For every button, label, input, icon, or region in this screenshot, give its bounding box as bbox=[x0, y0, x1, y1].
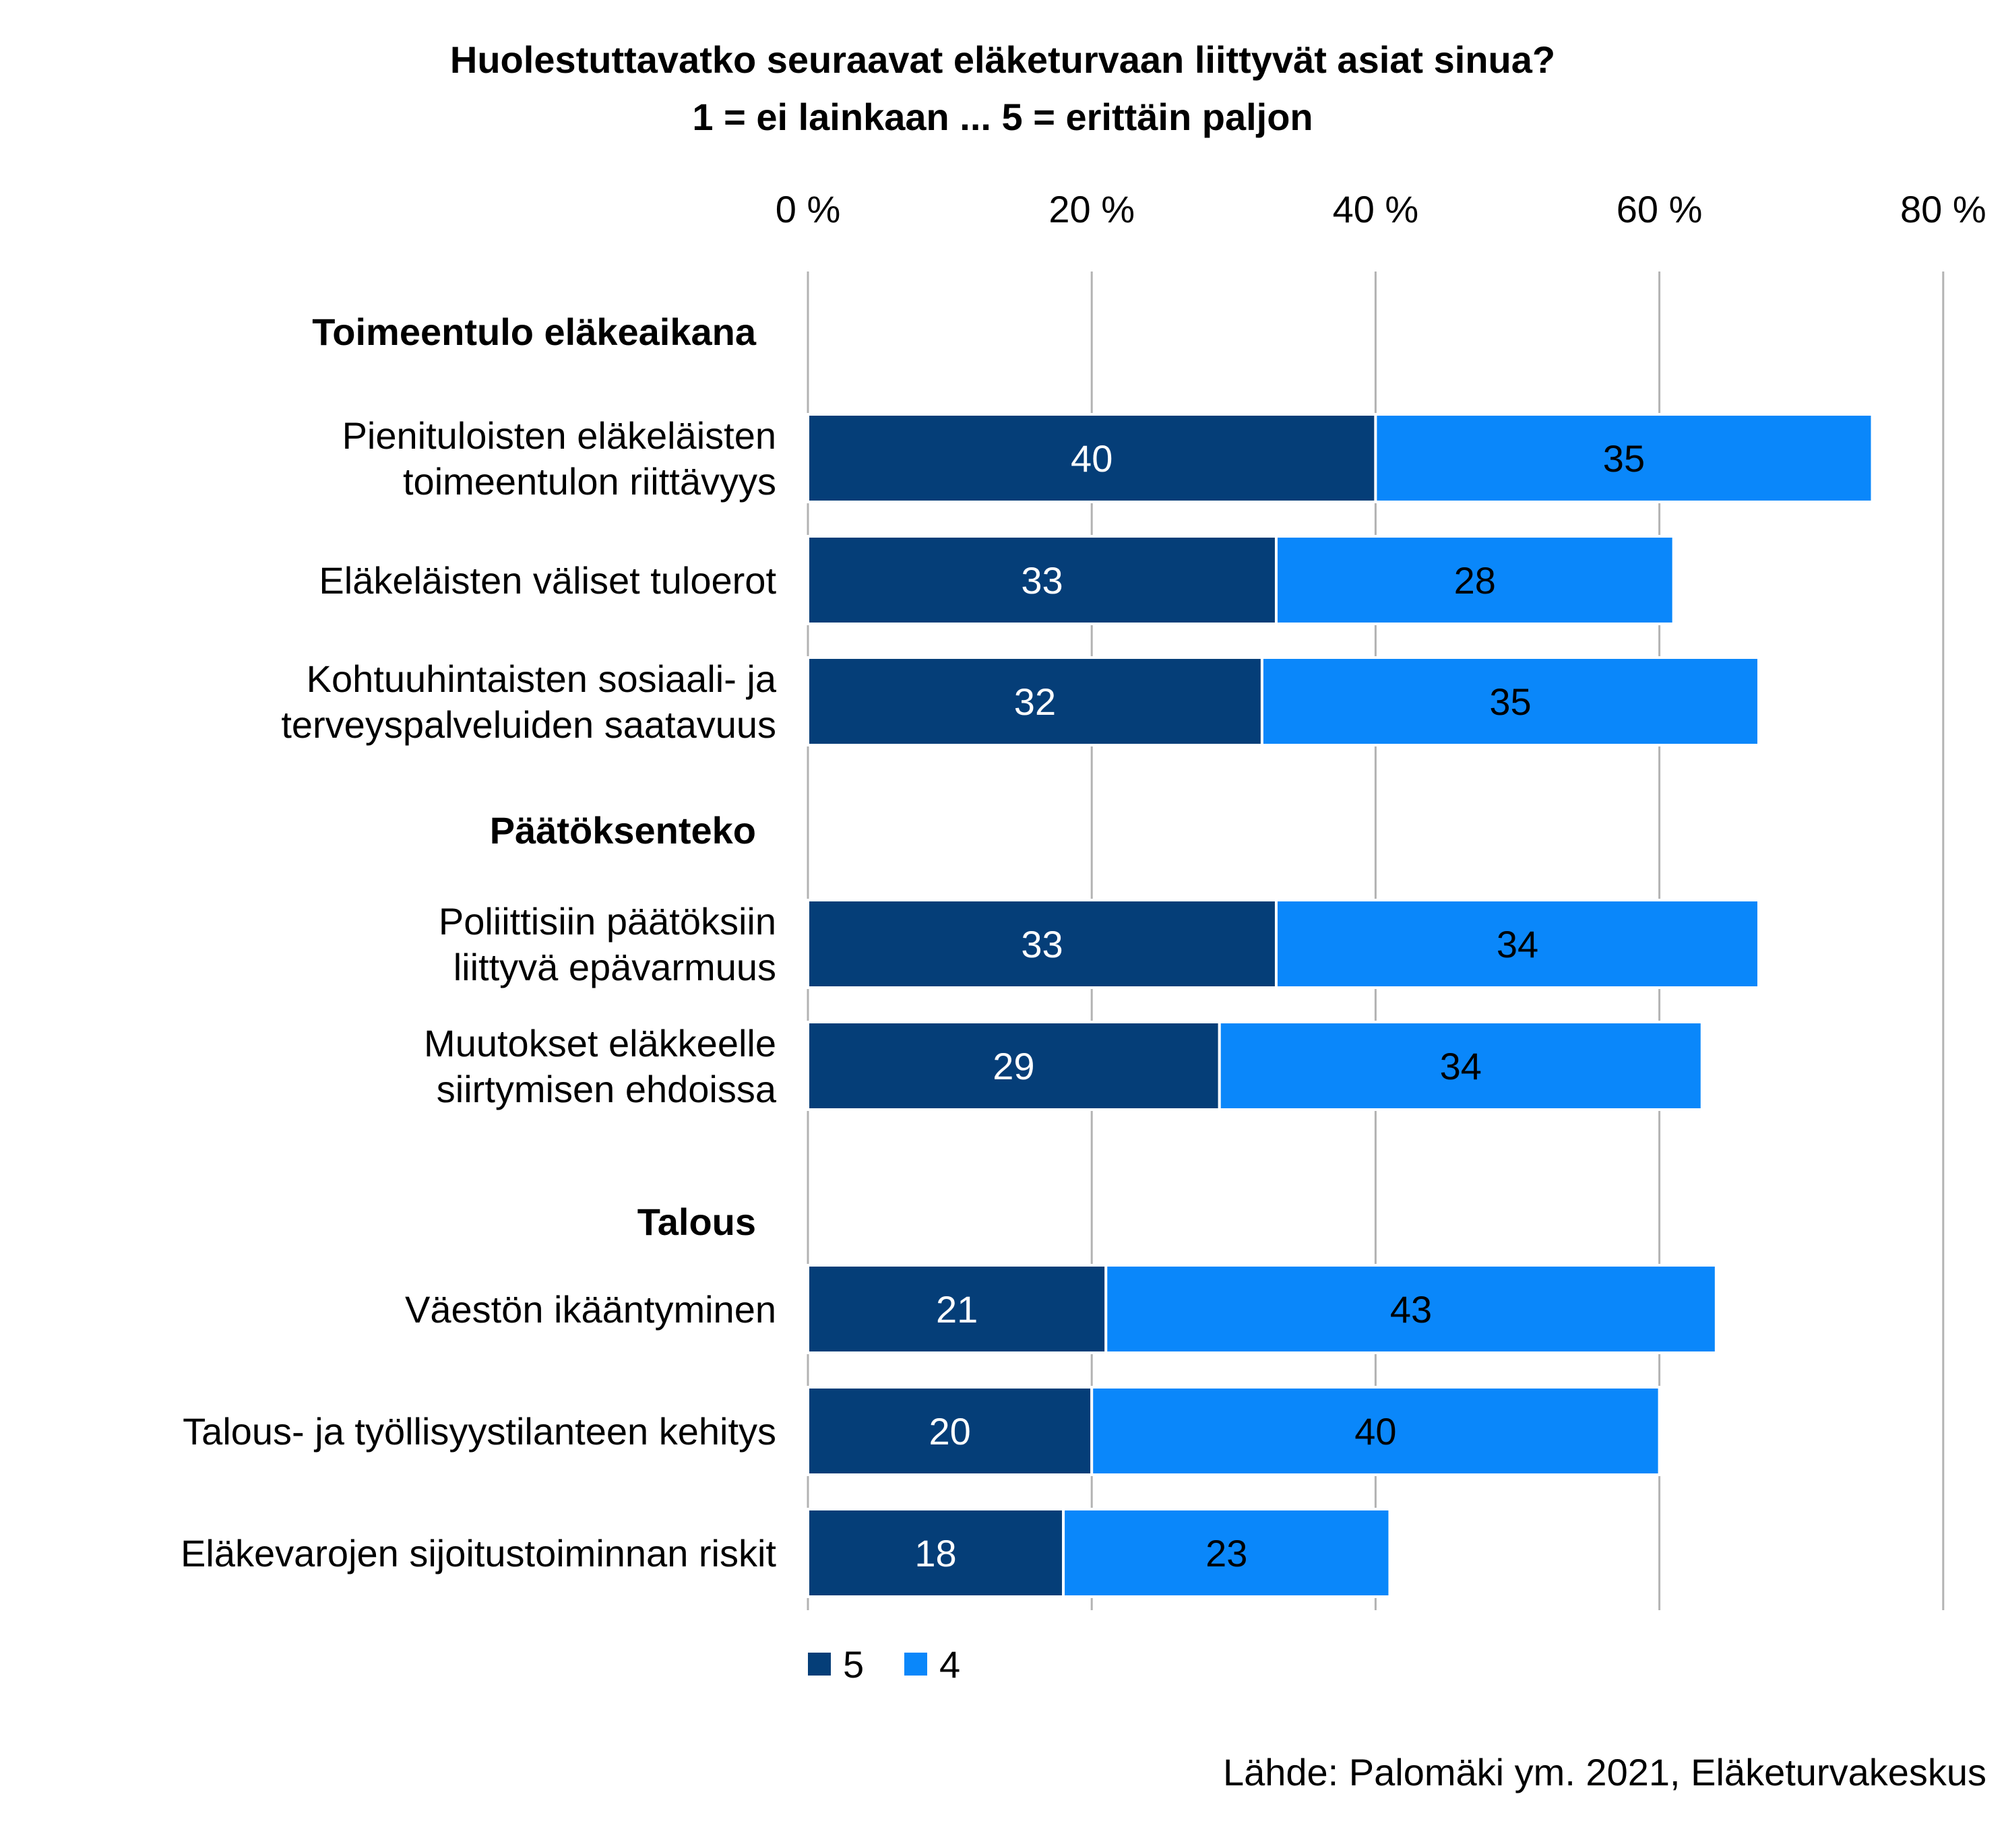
category-label: Eläkeläisten väliset tuloerot bbox=[319, 559, 776, 602]
bar-segment bbox=[807, 413, 1377, 503]
category-label: liittyvä epävarmuus bbox=[453, 946, 776, 988]
category-label: Talous- ja työllisyystilanteen kehitys bbox=[183, 1410, 776, 1453]
data-label: 21 bbox=[936, 1288, 978, 1331]
chart-title: Huolestuttavatko seuraavat eläketurvaan … bbox=[450, 38, 1555, 81]
category-label: siirtymisen ehdoissa bbox=[437, 1068, 777, 1110]
category-label: Poliittisiin päätöksiin bbox=[439, 900, 776, 943]
category-labels: Toimeentulo eläkeaikana Pienituloisten el… bbox=[181, 311, 777, 1574]
group-label: Talous bbox=[637, 1201, 756, 1243]
category-label: Kohtuuhintaisten sosiaali- ja bbox=[307, 658, 777, 700]
data-label: 40 bbox=[1354, 1410, 1396, 1453]
group-label: Toimeentulo eläkeaikana bbox=[312, 311, 757, 353]
data-label: 18 bbox=[914, 1532, 956, 1574]
x-tick-label: 40 % bbox=[1333, 188, 1419, 230]
bars: 40 35 33 28 32 35 33 34 29 34 21 43 20 40 18 23 bbox=[807, 413, 1874, 1598]
source-note: Lähde: Palomäki ym. 2021, Eläketurvakesk… bbox=[1223, 1751, 1986, 1793]
category-label: terveyspalveluiden saatavuus bbox=[281, 703, 776, 746]
x-tick-label: 60 % bbox=[1617, 188, 1703, 230]
legend-label: 4 bbox=[939, 1643, 960, 1686]
bar-segment bbox=[1274, 899, 1761, 989]
bar-segment bbox=[807, 1508, 1065, 1598]
category-label: Pienituloisten eläkeläisten bbox=[342, 414, 776, 457]
data-label: 20 bbox=[929, 1410, 970, 1453]
bar-segment bbox=[807, 1021, 1221, 1111]
x-tick-label: 20 % bbox=[1048, 188, 1135, 230]
category-label: Muutokset eläkkeelle bbox=[424, 1022, 776, 1064]
bar-segment bbox=[1218, 1021, 1703, 1111]
bar-segment bbox=[1374, 413, 1874, 503]
data-label: 35 bbox=[1489, 680, 1531, 723]
group-label: Päätöksenteko bbox=[490, 809, 756, 852]
data-label: 34 bbox=[1440, 1045, 1482, 1087]
x-tick-label: 0 % bbox=[776, 188, 841, 230]
bar-segment bbox=[1062, 1508, 1391, 1598]
x-tick-label: 80 % bbox=[1900, 188, 1986, 230]
data-label: 35 bbox=[1603, 437, 1645, 480]
data-label: 40 bbox=[1071, 437, 1112, 480]
category-label: Eläkevarojen sijoitustoiminnan riskit bbox=[181, 1532, 776, 1574]
bar-segment bbox=[1090, 1386, 1661, 1476]
bar-segment bbox=[807, 1386, 1094, 1476]
data-label: 33 bbox=[1021, 559, 1063, 602]
bar-segment bbox=[807, 899, 1278, 989]
category-label: Väestön ikääntyminen bbox=[405, 1288, 776, 1331]
data-label: 33 bbox=[1021, 923, 1063, 965]
bar-segment bbox=[1274, 535, 1675, 625]
bar-segment bbox=[1104, 1264, 1718, 1354]
legend-swatch bbox=[904, 1653, 927, 1676]
category-label: toimeentulon riittävyys bbox=[403, 460, 776, 503]
bar-segment bbox=[807, 1264, 1108, 1354]
data-label: 23 bbox=[1205, 1532, 1247, 1574]
legend-label: 5 bbox=[843, 1643, 864, 1686]
data-label: 43 bbox=[1390, 1288, 1432, 1331]
legend-swatch bbox=[808, 1653, 831, 1676]
data-label: 29 bbox=[993, 1045, 1034, 1087]
data-label: 32 bbox=[1014, 680, 1056, 723]
data-label: 28 bbox=[1454, 559, 1496, 602]
bar-segment bbox=[1260, 656, 1761, 746]
x-axis-ticks: 0 % 20 % 40 % 60 % 80 % bbox=[776, 188, 1986, 230]
bar-segment bbox=[807, 535, 1278, 625]
chart-subtitle: 1 = ei lainkaan ... 5 = erittäin paljon bbox=[692, 96, 1313, 138]
bar-segment bbox=[807, 656, 1263, 746]
data-label: 34 bbox=[1497, 923, 1538, 965]
